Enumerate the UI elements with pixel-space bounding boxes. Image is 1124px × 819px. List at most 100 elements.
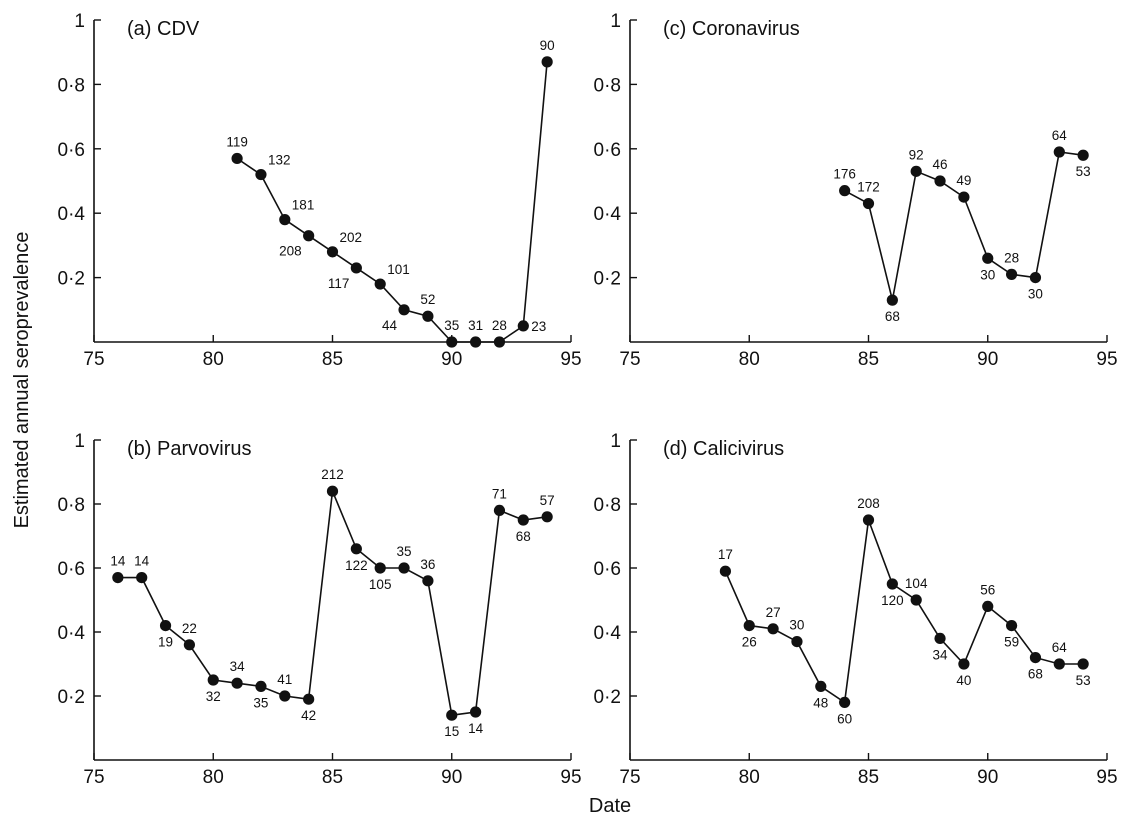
data-point — [541, 511, 553, 523]
y-tick-label: 0·2 — [58, 269, 85, 290]
panel-1: 0·2 0·4 0·6 0·8 1 75 80 85 90 95 (a) CDV 119 132 181 2… — [58, 11, 582, 370]
x-tick-label: 90 — [441, 349, 462, 370]
data-label: 48 — [813, 695, 828, 710]
y-tick-label: 0·2 — [58, 687, 85, 708]
data-point — [159, 620, 172, 632]
data-label: 42 — [301, 708, 316, 723]
x-tick-label: 90 — [441, 767, 462, 788]
data-point — [934, 632, 946, 645]
data-label: 132 — [268, 153, 291, 168]
data-point — [303, 230, 315, 242]
y-tick-label: 1 — [610, 431, 621, 452]
data-label: 122 — [345, 558, 368, 573]
data-label: 53 — [1076, 673, 1091, 688]
y-tick-label: 0·4 — [594, 204, 622, 225]
y-axis-title: Estimated annual seroprevalence — [11, 232, 33, 529]
x-tick-label: 75 — [619, 349, 640, 370]
data-label: 68 — [885, 309, 900, 324]
panel-title: (d) Calicivirus — [663, 438, 784, 460]
data-point — [1077, 658, 1089, 670]
data-label: 23 — [531, 319, 546, 334]
data-point — [1029, 652, 1042, 664]
data-point — [374, 562, 386, 574]
x-axis-title: Date — [589, 795, 631, 817]
x-tick-label: 85 — [322, 349, 343, 370]
data-label: 104 — [905, 576, 928, 591]
data-point — [207, 674, 219, 686]
data-point — [326, 246, 339, 258]
data-label: 181 — [292, 198, 315, 213]
data-point — [422, 310, 434, 322]
y-tick-label: 0·6 — [58, 140, 85, 161]
data-label: 57 — [540, 493, 555, 508]
data-point — [958, 658, 970, 670]
data-label: 64 — [1052, 128, 1068, 143]
data-label: 101 — [387, 262, 410, 277]
data-label: 105 — [369, 577, 392, 592]
data-label: 27 — [766, 605, 781, 620]
data-point — [493, 336, 506, 348]
x-tick-label: 75 — [619, 767, 640, 788]
data-label: 31 — [468, 318, 483, 333]
series-line — [117, 488, 548, 717]
data-point — [886, 578, 898, 590]
data-point — [255, 680, 267, 693]
y-tick-label: 1 — [74, 11, 85, 32]
x-tick-label: 80 — [203, 349, 224, 370]
data-point — [1029, 272, 1042, 284]
data-label: 212 — [321, 467, 344, 482]
data-label: 71 — [492, 486, 507, 501]
data-point — [517, 320, 529, 332]
data-point — [398, 304, 410, 316]
data-label: 202 — [340, 230, 363, 245]
y-tick-label: 0·6 — [594, 140, 621, 161]
data-label: 34 — [933, 647, 949, 662]
data-point — [231, 677, 243, 689]
data-point — [1053, 146, 1065, 158]
data-point — [958, 191, 970, 203]
data-point — [839, 696, 851, 709]
data-label: 44 — [382, 318, 398, 333]
data-point — [350, 543, 362, 555]
x-tick-label: 95 — [1096, 349, 1117, 370]
data-point — [719, 565, 732, 577]
data-label: 35 — [397, 544, 412, 559]
data-point — [982, 600, 994, 613]
data-point — [136, 572, 148, 584]
data-label: 28 — [492, 318, 507, 333]
data-label: 52 — [420, 292, 435, 307]
data-point — [470, 706, 482, 718]
data-label: 90 — [540, 38, 555, 53]
data-point — [326, 485, 339, 497]
data-point — [231, 152, 243, 165]
data-point — [862, 514, 875, 526]
y-tick-label: 0·4 — [58, 204, 86, 225]
data-point — [279, 214, 291, 226]
y-tick-label: 0·2 — [594, 687, 621, 708]
data-label: 59 — [1004, 635, 1019, 650]
data-point — [1006, 620, 1018, 632]
x-tick-label: 90 — [977, 349, 998, 370]
data-point — [517, 514, 529, 526]
data-label: 14 — [134, 554, 150, 569]
panel-3: 0·2 0·4 0·6 0·8 1 75 80 85 90 95 (c) Coronavirus 17… — [594, 11, 1118, 370]
x-tick-label: 95 — [560, 767, 581, 788]
data-point — [398, 562, 410, 574]
x-tick-label: 90 — [977, 767, 998, 788]
data-label: 49 — [956, 173, 971, 188]
data-label: 34 — [230, 659, 246, 674]
panel-title: (c) Coronavirus — [663, 18, 800, 40]
y-tick-label: 0·4 — [594, 623, 622, 644]
data-point — [422, 575, 434, 587]
data-point — [982, 252, 994, 264]
data-label: 56 — [980, 582, 995, 597]
data-point — [1077, 149, 1089, 161]
series-line — [236, 61, 548, 343]
x-tick-label: 80 — [203, 767, 224, 788]
data-label: 14 — [110, 554, 126, 569]
data-point — [350, 262, 362, 274]
data-label: 28 — [1004, 250, 1019, 265]
series-line — [724, 519, 1084, 704]
data-label: 208 — [279, 244, 302, 259]
